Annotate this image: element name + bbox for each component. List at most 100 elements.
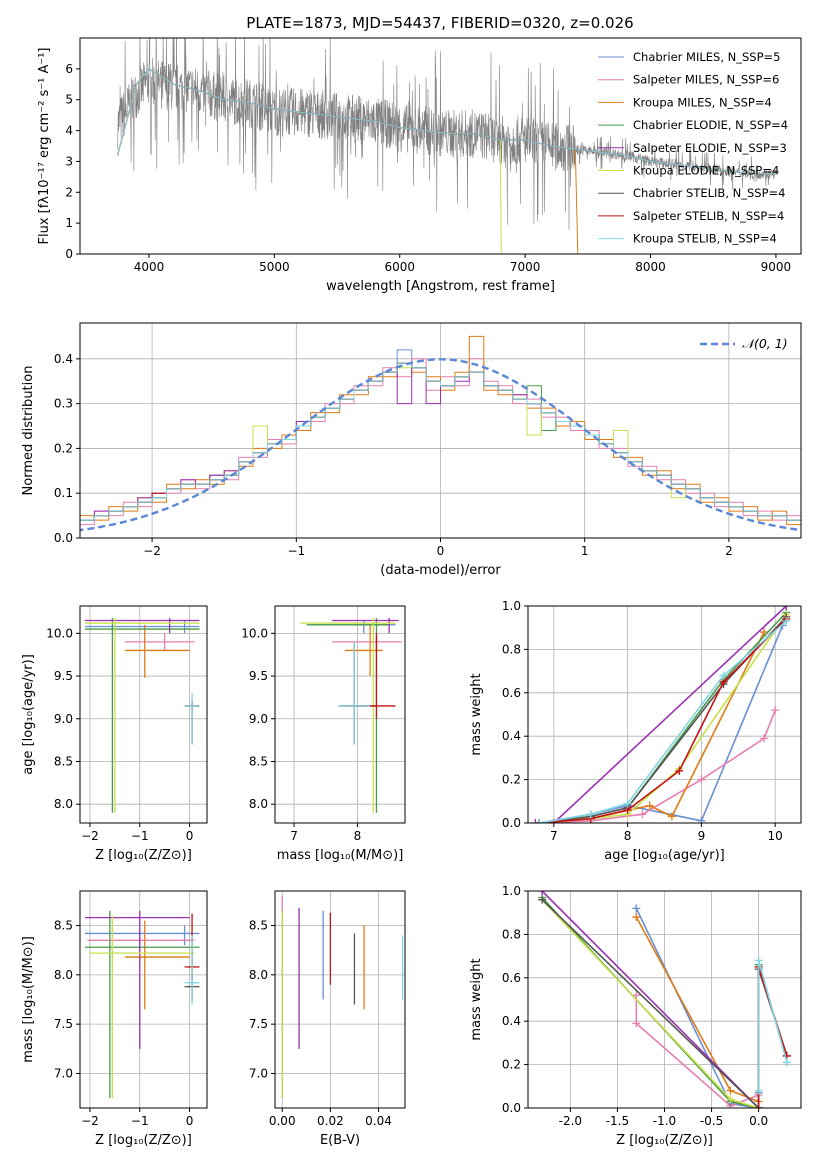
y-tick-label: 9.0 bbox=[249, 712, 268, 726]
spectrum-frame bbox=[79, 37, 802, 255]
x-tick-label: 6000 bbox=[384, 260, 415, 274]
y-tick-label: 0.0 bbox=[502, 816, 521, 830]
age-vs-Z-ylabel: age [log₁₀(age/yr)] bbox=[21, 654, 36, 775]
age-vs-mass-frame bbox=[274, 605, 406, 824]
weight-marker bbox=[535, 819, 544, 823]
x-tick-label: 7 bbox=[550, 829, 558, 843]
weight-line bbox=[535, 606, 787, 823]
mass-vs-Z-plot-area bbox=[84, 910, 200, 1099]
legend-label: Chabrier ELODIE, N_SSP=4 bbox=[633, 118, 788, 132]
x-tick-label: −2 bbox=[81, 1114, 99, 1128]
model-spectrum-line bbox=[136, 68, 502, 254]
weight-line bbox=[539, 614, 787, 823]
legend-label: 𝒩(0, 1) bbox=[742, 336, 788, 351]
x-tick-label: 0 bbox=[437, 544, 445, 558]
weight-marker bbox=[632, 991, 641, 1000]
y-tick-label: 0.2 bbox=[54, 441, 73, 455]
y-tick-label: 0.2 bbox=[502, 773, 521, 787]
x-tick-label: −1 bbox=[131, 829, 149, 843]
y-tick-label: 0.0 bbox=[54, 531, 73, 545]
weight-vs-Z-frame bbox=[527, 890, 802, 1109]
weight-marker bbox=[697, 816, 706, 823]
spectrum-panel: 4000 5000 6000 7000 8000 9000 0 1 2 3 4 5 6 wavelengt… bbox=[37, 37, 802, 294]
y-tick-label: 10.0 bbox=[241, 626, 268, 640]
weight-marker bbox=[782, 606, 791, 610]
x-tick-label: -1.5 bbox=[606, 1114, 629, 1128]
weight-marker bbox=[697, 775, 706, 784]
age-vs-Z-frame bbox=[79, 605, 208, 824]
y-tick-label: 8.0 bbox=[54, 968, 73, 982]
residuals-frame bbox=[79, 322, 802, 539]
weight-vs-Z-xlabel: Z [log₁₀(Z/Z⊙)] bbox=[616, 1133, 713, 1148]
x-tick-label: 8000 bbox=[635, 260, 666, 274]
x-tick-label: 9 bbox=[698, 829, 706, 843]
y-tick-label: 0.1 bbox=[54, 486, 73, 500]
weight-marker bbox=[719, 671, 728, 680]
weight-line bbox=[757, 966, 788, 1108]
y-tick-label: 0.4 bbox=[502, 729, 521, 743]
mass-vs-EBV-frame bbox=[274, 890, 406, 1109]
y-tick-label: 7.0 bbox=[249, 1066, 268, 1080]
x-tick-label: -0.5 bbox=[700, 1114, 723, 1128]
legend-label: Salpeter STELIB, N_SSP=4 bbox=[633, 209, 784, 223]
residuals-plot-area bbox=[80, 335, 801, 532]
x-tick-label: -1.0 bbox=[653, 1114, 676, 1128]
weight-line bbox=[541, 891, 760, 1108]
x-tick-label: −1 bbox=[287, 544, 305, 558]
x-tick-label: 1 bbox=[581, 544, 589, 558]
legend-label: Salpeter MILES, N_SSP=6 bbox=[633, 73, 779, 87]
legend-label: Salpeter ELODIE, N_SSP=3 bbox=[633, 141, 787, 155]
y-tick-label: 8.5 bbox=[249, 754, 268, 768]
y-tick-label: 8.5 bbox=[54, 919, 73, 933]
y-tick-label: 7.5 bbox=[249, 1017, 268, 1031]
weight-line bbox=[538, 616, 787, 823]
x-tick-label: −1 bbox=[131, 1114, 149, 1128]
weight-line bbox=[539, 709, 776, 823]
y-tick-label: 0.4 bbox=[502, 1014, 521, 1028]
mass-vs-Z-xlabel: Z [log₁₀(Z/Z⊙)] bbox=[95, 1133, 192, 1148]
weight-marker bbox=[782, 1058, 791, 1067]
spectrum-ylabel: Flux [fλ10⁻¹⁷ erg cm⁻² s⁻¹ A⁻¹] bbox=[37, 48, 52, 245]
y-tick-label: 8.0 bbox=[249, 797, 268, 811]
weight-vs-Z-plot-area bbox=[538, 891, 791, 1108]
mass-vs-EBV-panel: 0.00 0.02 0.04 7.0 7.5 8.0 8.5 E(B-V) bbox=[249, 890, 406, 1148]
y-tick-label: 4 bbox=[65, 124, 73, 138]
weight-marker bbox=[586, 810, 595, 819]
x-tick-label: -2.0 bbox=[559, 1114, 582, 1128]
x-tick-label: 8 bbox=[624, 829, 632, 843]
y-tick-label: 0.8 bbox=[502, 927, 521, 941]
weight-marker bbox=[782, 617, 791, 626]
weight-vs-age-ylabel: mass weight bbox=[469, 673, 484, 755]
x-tick-label: 0.02 bbox=[317, 1114, 344, 1128]
weight-marker bbox=[638, 810, 647, 819]
y-tick-label: 9.0 bbox=[54, 712, 73, 726]
mass-vs-EBV-xlabel: E(B-V) bbox=[320, 1133, 360, 1148]
x-tick-label: 7 bbox=[290, 829, 298, 843]
y-tick-label: 9.5 bbox=[54, 669, 73, 683]
weight-marker bbox=[667, 812, 676, 821]
legend-label: Chabrier STELIB, N_SSP=4 bbox=[633, 186, 785, 200]
y-tick-label: 0.6 bbox=[502, 971, 521, 985]
age-vs-mass-xlabel: mass [log₁₀(M/M⊙)] bbox=[277, 848, 404, 863]
y-tick-label: 0.0 bbox=[502, 1101, 521, 1115]
spectrum-legend: Chabrier MILES, N_SSP=5 Salpeter MILES, N… bbox=[598, 50, 788, 246]
residuals-ylabel: Normed distribution bbox=[21, 366, 36, 496]
x-tick-label: 7000 bbox=[510, 260, 541, 274]
spectrum-xlabel: wavelength [Angstrom, rest frame] bbox=[326, 279, 555, 294]
weight-marker bbox=[531, 819, 540, 823]
x-tick-label: 9000 bbox=[761, 260, 792, 274]
mass-vs-Z-ylabel: mass [log₁₀(M/M⊙)] bbox=[21, 936, 36, 1063]
weight-marker bbox=[726, 1095, 735, 1104]
weight-marker bbox=[754, 1104, 763, 1108]
y-tick-label: 1 bbox=[65, 216, 73, 230]
weight-vs-age-frame bbox=[527, 605, 802, 824]
residuals-panel: −2 −1 0 1 2 0.0 0.1 0.2 0.3 0.4 (data-model)/error… bbox=[21, 322, 802, 578]
spectrum-panel: PLATE=1873, MJD=54437, FIBERID=0320, z=0… bbox=[246, 14, 633, 32]
y-tick-label: 0.8 bbox=[502, 642, 521, 656]
age-vs-Z-xlabel: Z [log₁₀(Z/Z⊙)] bbox=[95, 848, 192, 863]
y-tick-label: 8.0 bbox=[249, 968, 268, 982]
weight-marker bbox=[538, 895, 547, 904]
y-tick-label: 10.0 bbox=[46, 626, 73, 640]
y-tick-label: 3 bbox=[65, 154, 73, 168]
spectrum-title: PLATE=1873, MJD=54437, FIBERID=0320, z=0… bbox=[246, 14, 633, 32]
